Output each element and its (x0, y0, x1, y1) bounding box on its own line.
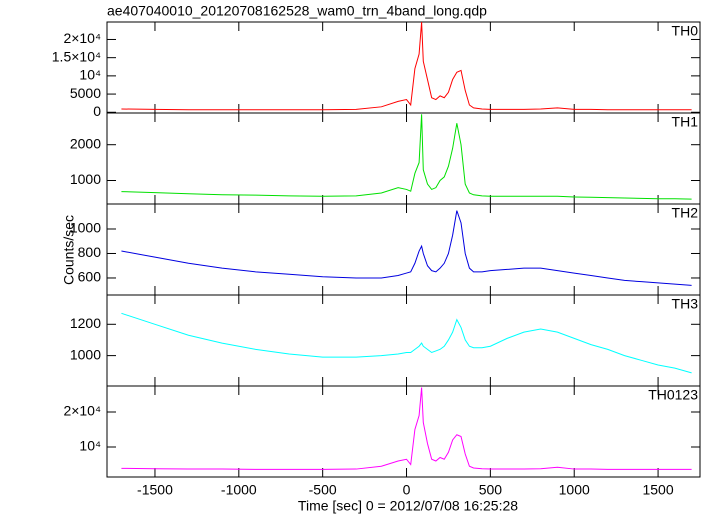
y-tick-label: 2000 (70, 135, 101, 151)
y-tick-label: 600 (78, 269, 102, 285)
x-tick-label: 1500 (642, 482, 673, 498)
panel-frame (106, 21, 701, 114)
panel-frame (106, 294, 701, 387)
y-tick-label: 1000 (70, 346, 101, 362)
panel-frame (106, 112, 701, 205)
x-axis-label: Time [sec] 0 = 2012/07/08 16:25:28 (298, 498, 518, 514)
y-tick-label: 2×10⁴ (63, 403, 101, 419)
y-tick-label: 1200 (70, 315, 101, 331)
chart-title: ae407040010_20120708162528_wam0_trn_4ban… (107, 3, 487, 19)
y-tick-label: 1000 (70, 220, 101, 236)
x-tick-label: -1500 (137, 482, 173, 498)
y-tick-label: 10⁴ (79, 67, 101, 83)
panel-frame (106, 203, 701, 296)
x-tick-label: 0 (403, 482, 411, 498)
y-tick-label: 5000 (70, 85, 101, 101)
x-tick-label: 500 (479, 482, 503, 498)
y-axis-label: Counts/sec (61, 215, 77, 285)
y-tick-label: 10⁴ (79, 438, 101, 454)
panel-label: TH1 (672, 114, 699, 130)
light-curve (121, 210, 692, 286)
y-tick-label: 2×10⁴ (63, 30, 101, 46)
y-tick-label: 1000 (70, 171, 101, 187)
panel-label: TH0123 (648, 387, 698, 403)
panel-label: TH0 (672, 23, 699, 39)
light-curve (121, 114, 692, 200)
panel-label: TH3 (672, 296, 699, 312)
x-tick-label: -500 (309, 482, 337, 498)
light-curve (121, 312, 692, 374)
x-tick-label: 1000 (559, 482, 590, 498)
y-tick-label: 0 (93, 103, 101, 119)
y-tick-label: 1.5×10⁴ (52, 48, 101, 64)
light-curve (121, 21, 692, 111)
panel-label: TH2 (672, 205, 699, 221)
light-curve (121, 387, 692, 470)
y-tick-label: 800 (78, 244, 102, 260)
x-tick-label: -1000 (221, 482, 257, 498)
panel-frame (106, 385, 701, 478)
